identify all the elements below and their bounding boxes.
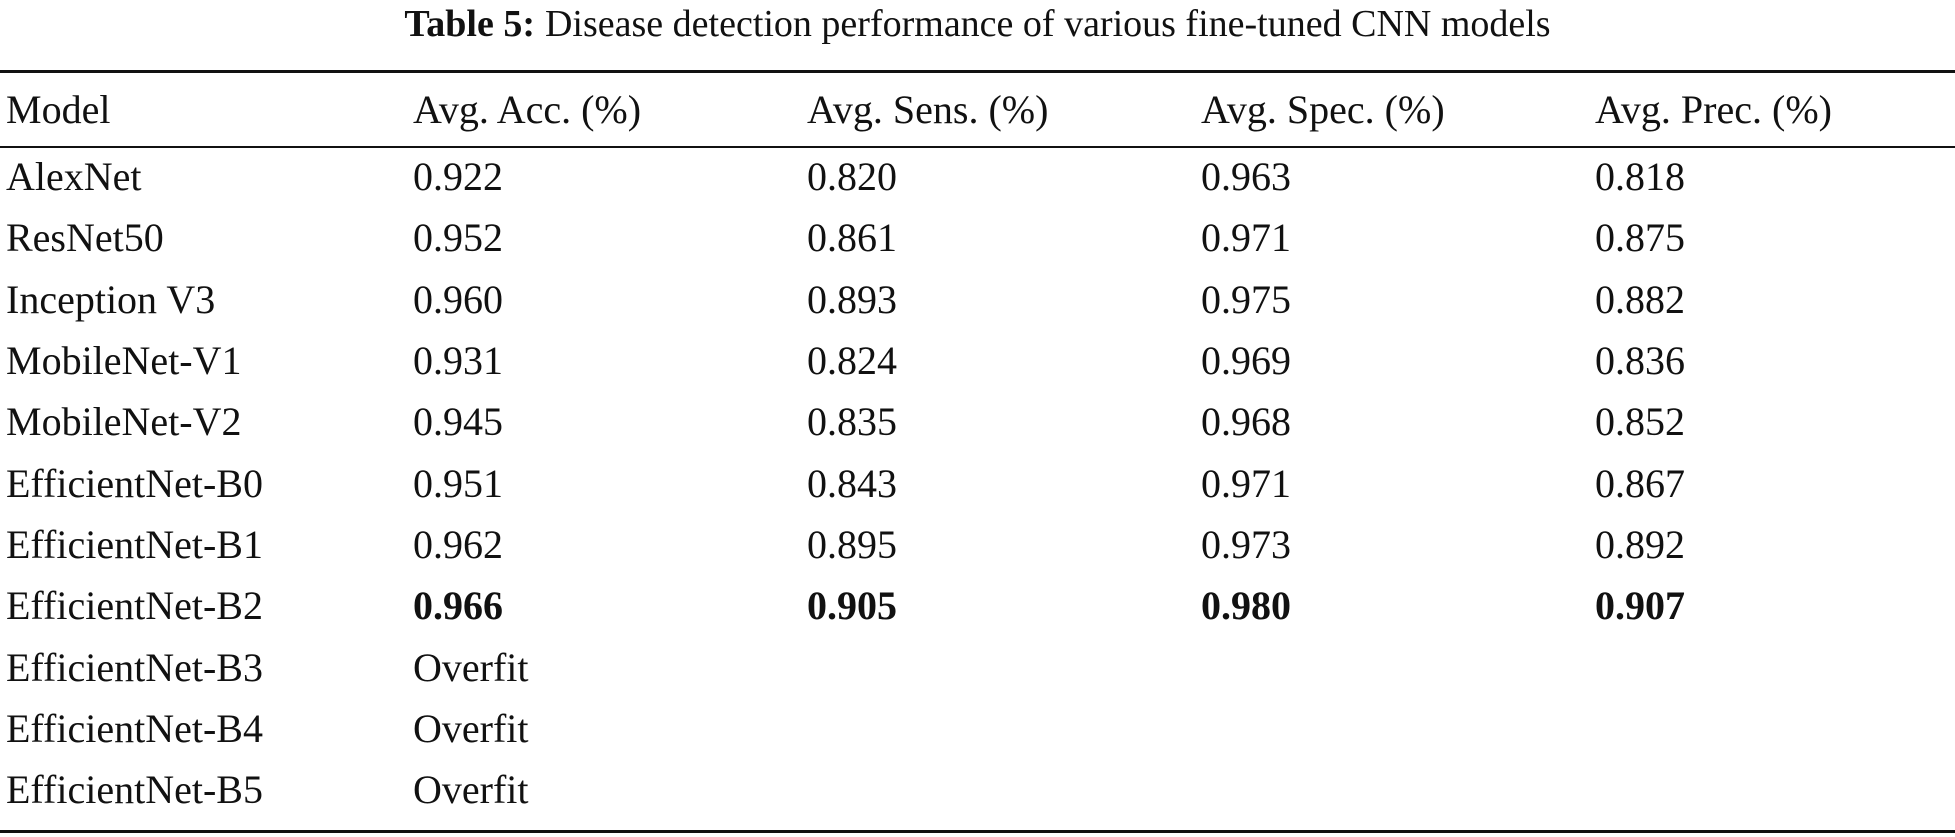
table-row: EfficientNet-B1 0.962 0.895 0.973 0.892 [0,514,1955,575]
cell-model: ResNet50 [6,215,164,261]
cell-precision: 0.818 [1595,154,1685,200]
cell-sensitivity: 0.824 [807,338,897,384]
cell-model: Inception V3 [6,276,216,322]
cell-sensitivity: 0.820 [807,154,897,200]
results-table: Model Avg. Acc. (%) Avg. Sens. (%) Avg. … [0,73,1955,820]
cell-accuracy-best: 0.966 [413,583,503,629]
cell-sensitivity-best: 0.905 [807,583,897,629]
cell-model: EfficientNet-B1 [6,521,263,567]
table-row: MobileNet-V1 0.931 0.824 0.969 0.836 [0,330,1955,391]
table-caption-label: Table 5: [404,3,535,45]
cell-accuracy: 0.931 [413,338,503,384]
table-top-rule [0,70,1955,73]
cell-accuracy: 0.962 [413,521,503,567]
cell-specificity: 0.971 [1201,215,1291,261]
header-row: Model Avg. Acc. (%) Avg. Sens. (%) Avg. … [0,73,1955,146]
cell-accuracy: Overfit [413,644,529,690]
header-precision: Avg. Prec. (%) [1595,87,1832,132]
cell-precision: 0.852 [1595,399,1685,445]
cell-precision: 0.836 [1595,338,1685,384]
cell-accuracy: 0.951 [413,460,503,506]
cell-specificity: 0.963 [1201,154,1291,200]
cell-precision: 0.882 [1595,276,1685,322]
cell-precision [1595,698,1955,759]
cell-sensitivity: 0.835 [807,399,897,445]
table-row: EfficientNet-B5 Overfit [0,759,1955,820]
table-row: EfficientNet-B4 Overfit [0,698,1955,759]
table-row: EfficientNet-B0 0.951 0.843 0.971 0.867 [0,452,1955,513]
cell-accuracy: Overfit [413,705,529,751]
cell-model: EfficientNet-B2 [6,583,263,629]
header-accuracy: Avg. Acc. (%) [413,87,642,132]
cell-precision: 0.892 [1595,521,1685,567]
table-row: AlexNet 0.922 0.820 0.963 0.818 [0,146,1955,207]
cell-sensitivity: 0.893 [807,276,897,322]
cell-specificity [1201,759,1595,820]
cell-sensitivity [807,759,1201,820]
cell-accuracy: Overfit [413,767,529,813]
cell-model: EfficientNet-B3 [6,644,263,690]
cell-precision [1595,759,1955,820]
cell-sensitivity: 0.861 [807,215,897,261]
table-row-best: EfficientNet-B2 0.966 0.905 0.980 0.907 [0,575,1955,636]
cell-sensitivity [807,636,1201,697]
header-model: Model [6,87,111,132]
cell-precision: 0.875 [1595,215,1685,261]
cell-accuracy: 0.922 [413,154,503,200]
table-row: EfficientNet-B3 Overfit [0,636,1955,697]
cell-sensitivity [807,698,1201,759]
cell-accuracy: 0.960 [413,276,503,322]
table-row: Inception V3 0.960 0.893 0.975 0.882 [0,269,1955,330]
cell-model: AlexNet [6,154,142,200]
table-bottom-rule [0,830,1955,833]
cell-specificity: 0.971 [1201,460,1291,506]
cell-sensitivity: 0.895 [807,521,897,567]
cell-specificity [1201,636,1595,697]
table-caption-text: Disease detection performance of various… [544,3,1551,45]
table-caption: Table 5: Disease detection performance of… [0,0,1955,48]
cell-specificity: 0.975 [1201,276,1291,322]
cell-model: EfficientNet-B5 [6,767,263,813]
cell-specificity [1201,698,1595,759]
header-specificity: Avg. Spec. (%) [1201,87,1445,132]
table-row: ResNet50 0.952 0.861 0.971 0.875 [0,207,1955,268]
table-row: MobileNet-V2 0.945 0.835 0.968 0.852 [0,391,1955,452]
cell-accuracy: 0.945 [413,399,503,445]
cell-precision [1595,636,1955,697]
cell-model: EfficientNet-B4 [6,705,263,751]
cell-model: MobileNet-V1 [6,338,242,384]
cell-model: MobileNet-V2 [6,399,242,445]
cell-accuracy: 0.952 [413,215,503,261]
cell-precision-best: 0.907 [1595,583,1685,629]
header-sensitivity: Avg. Sens. (%) [807,87,1049,132]
cell-specificity: 0.969 [1201,338,1291,384]
cell-specificity-best: 0.980 [1201,583,1291,629]
cell-precision: 0.867 [1595,460,1685,506]
cell-sensitivity: 0.843 [807,460,897,506]
cell-specificity: 0.973 [1201,521,1291,567]
cell-model: EfficientNet-B0 [6,460,263,506]
cell-specificity: 0.968 [1201,399,1291,445]
table-header-rule [0,146,1955,148]
